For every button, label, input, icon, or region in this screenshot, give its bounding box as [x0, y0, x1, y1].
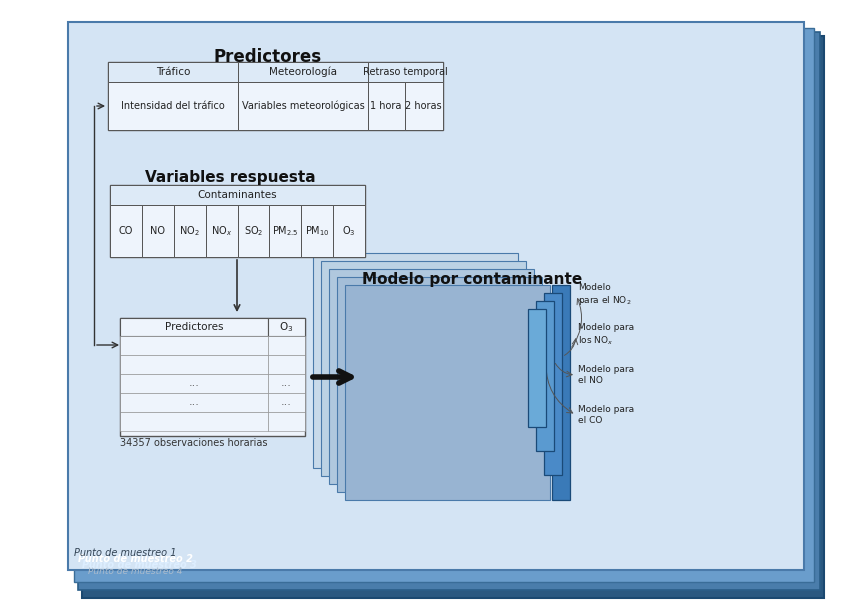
- Bar: [544, 293, 562, 475]
- Bar: [120, 318, 268, 336]
- Bar: [268, 374, 305, 393]
- Bar: [120, 336, 268, 355]
- Bar: [368, 82, 405, 130]
- Bar: [120, 374, 268, 393]
- Text: Intensidad del tráfico: Intensidad del tráfico: [121, 101, 225, 111]
- Bar: [268, 336, 305, 355]
- Bar: [120, 318, 305, 436]
- Text: Modelo por contaminante: Modelo por contaminante: [362, 272, 582, 287]
- Text: Tráfico: Tráfico: [156, 67, 190, 77]
- Bar: [74, 28, 814, 582]
- Text: Modelo
para el NO$_2$: Modelo para el NO$_2$: [578, 283, 631, 307]
- Text: Retraso temporal: Retraso temporal: [363, 67, 448, 77]
- Text: Variables meteorológicas: Variables meteorológicas: [242, 101, 365, 111]
- Bar: [68, 22, 804, 570]
- Bar: [552, 285, 570, 500]
- Bar: [110, 185, 365, 257]
- Text: CO: CO: [118, 226, 133, 236]
- Bar: [238, 62, 368, 82]
- Bar: [108, 62, 443, 130]
- Bar: [268, 393, 305, 412]
- Text: 34357 observaciones horarias: 34357 observaciones horarias: [120, 438, 267, 448]
- Bar: [345, 285, 550, 500]
- Text: NO$_2$: NO$_2$: [179, 224, 200, 238]
- Text: Punto de muestreo 3: Punto de muestreo 3: [82, 560, 197, 570]
- Text: Contaminantes: Contaminantes: [197, 190, 277, 200]
- Bar: [120, 393, 268, 412]
- Bar: [528, 309, 546, 427]
- Text: PM$_{10}$: PM$_{10}$: [305, 224, 329, 238]
- Bar: [269, 205, 301, 257]
- Bar: [313, 253, 518, 468]
- Bar: [238, 205, 269, 257]
- Text: ...: ...: [189, 378, 200, 388]
- Text: ...: ...: [189, 397, 200, 407]
- Bar: [78, 32, 820, 590]
- Bar: [536, 301, 554, 451]
- Bar: [110, 205, 142, 257]
- Bar: [238, 82, 368, 130]
- Bar: [268, 412, 305, 431]
- Text: Meteorología: Meteorología: [269, 67, 337, 77]
- Bar: [368, 62, 443, 82]
- Bar: [333, 205, 365, 257]
- Text: Variables respuesta: Variables respuesta: [145, 170, 316, 185]
- Text: Modelo para
los NO$_x$: Modelo para los NO$_x$: [578, 323, 634, 347]
- Bar: [337, 277, 542, 492]
- Text: SO$_2$: SO$_2$: [244, 224, 263, 238]
- Bar: [301, 205, 333, 257]
- Text: NO$_x$: NO$_x$: [211, 224, 232, 238]
- Text: 2 horas: 2 horas: [404, 101, 442, 111]
- Text: NO: NO: [151, 226, 165, 236]
- Text: 1 hora: 1 hora: [371, 101, 402, 111]
- Bar: [110, 185, 365, 205]
- Text: Predictores: Predictores: [165, 322, 223, 332]
- Bar: [120, 412, 268, 431]
- Bar: [405, 82, 443, 130]
- Bar: [206, 205, 238, 257]
- Bar: [108, 82, 238, 130]
- Bar: [268, 318, 305, 336]
- Text: O$_3$: O$_3$: [343, 224, 356, 238]
- Text: O$_3$: O$_3$: [279, 320, 294, 334]
- Bar: [142, 205, 173, 257]
- Text: Punto de muestreo 1: Punto de muestreo 1: [74, 548, 177, 558]
- Bar: [120, 355, 268, 374]
- Bar: [108, 62, 238, 82]
- Text: Modelo para
el NO: Modelo para el NO: [578, 365, 634, 385]
- Text: ...: ...: [281, 397, 291, 407]
- Bar: [82, 36, 824, 598]
- Bar: [268, 355, 305, 374]
- Text: Punto de muestreo 4: Punto de muestreo 4: [88, 567, 183, 576]
- Text: Predictores: Predictores: [214, 48, 322, 66]
- Bar: [329, 269, 534, 484]
- Text: ...: ...: [281, 378, 291, 388]
- Text: PM$_{2.5}$: PM$_{2.5}$: [272, 224, 299, 238]
- Text: Modelo para
el CO: Modelo para el CO: [578, 405, 634, 424]
- Bar: [321, 261, 526, 476]
- Text: Punto de muestreo 2: Punto de muestreo 2: [78, 554, 193, 564]
- Bar: [173, 205, 206, 257]
